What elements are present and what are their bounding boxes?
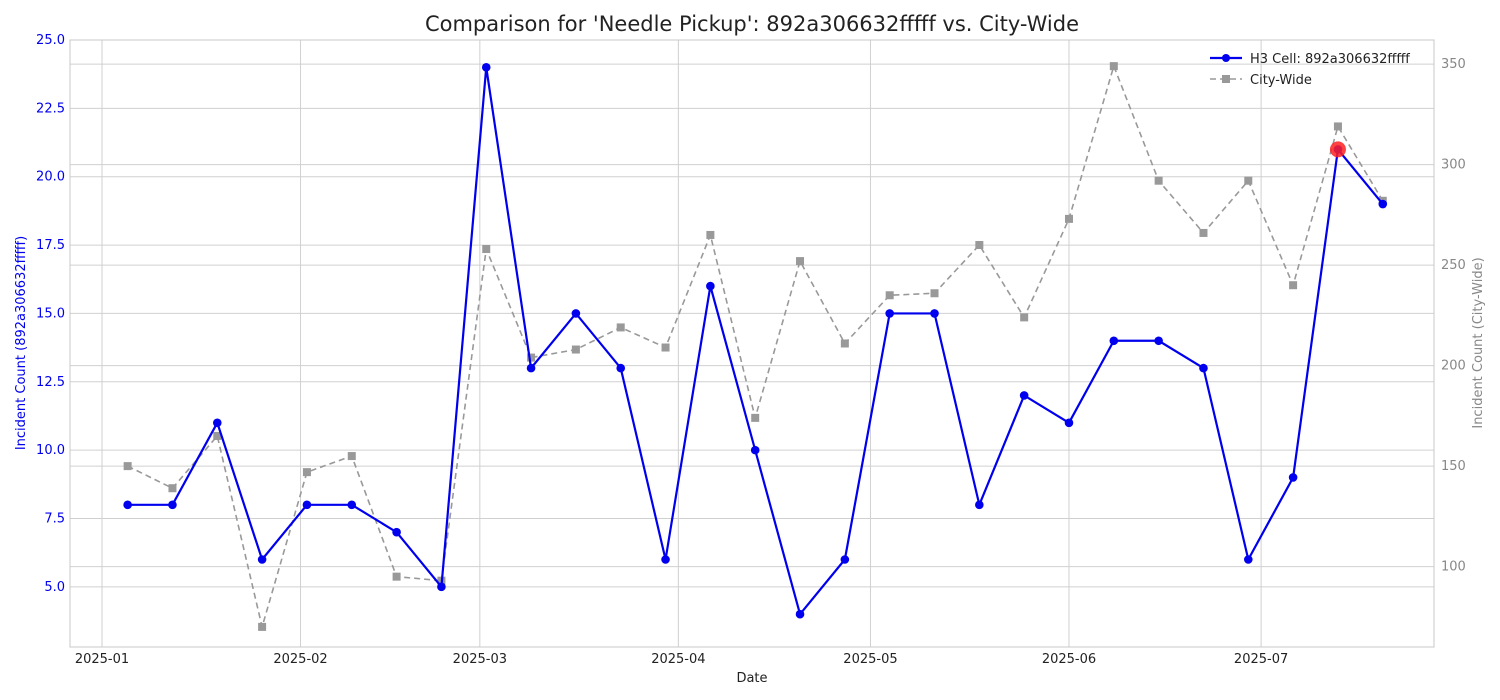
data-point-city-wide <box>1109 62 1118 71</box>
data-point-h3-cell <box>347 500 357 510</box>
series-line-h3-cell <box>127 67 1384 617</box>
data-point-h3-cell <box>392 527 401 537</box>
data-point-city-wide <box>616 323 625 332</box>
data-point-city-wide <box>1244 176 1253 185</box>
data-point-h3-cell <box>795 609 805 619</box>
data-point-city-wide <box>213 431 222 440</box>
data-point-city-wide <box>347 452 356 461</box>
data-point-city-wide <box>1020 313 1029 322</box>
data-point-h3-cell <box>1378 199 1388 209</box>
x-tick-label: 2025-05 <box>843 652 897 667</box>
x-tick-label: 2025-07 <box>1234 652 1288 667</box>
data-point-city-wide <box>123 462 132 471</box>
data-point-h3-cell <box>1019 391 1029 400</box>
left-tick-label: 20.0 <box>36 170 65 185</box>
left-tick-label: 5.0 <box>44 580 65 595</box>
data-point-h3-cell <box>168 500 177 510</box>
data-point-city-wide <box>1154 176 1163 185</box>
x-tick-label: 2025-03 <box>453 652 507 667</box>
data-point-h3-cell <box>302 500 312 510</box>
data-point-h3-cell <box>1243 555 1253 564</box>
data-point-city-wide <box>1064 214 1073 223</box>
legend-label-city-wide: City-Wide <box>1250 73 1312 88</box>
data-point-city-wide <box>885 291 894 300</box>
right-axis-label: Incident Count (City-Wide) <box>1471 257 1486 428</box>
right-tick-label: 300 <box>1441 158 1466 173</box>
right-tick-label: 100 <box>1441 560 1466 575</box>
data-point-city-wide <box>796 257 805 266</box>
chart-title: Comparison for 'Needle Pickup': 892a3066… <box>425 12 1079 36</box>
x-axis-label: Date <box>736 671 767 686</box>
data-point-city-wide <box>1199 228 1208 237</box>
data-point-city-wide <box>1333 122 1342 131</box>
data-point-city-wide <box>258 622 267 631</box>
left-tick-label: 12.5 <box>36 375 65 390</box>
legend-marker-h3-cell <box>1222 54 1230 62</box>
left-tick-label: 7.5 <box>44 511 65 526</box>
x-tick-label: 2025-01 <box>75 652 129 667</box>
x-tick-label: 2025-04 <box>651 652 705 667</box>
left-tick-label: 10.0 <box>36 443 65 458</box>
left-tick-label: 22.5 <box>36 101 65 116</box>
data-point-h3-cell <box>1064 418 1074 428</box>
highlight-marker <box>1329 141 1346 158</box>
data-point-h3-cell <box>437 582 446 592</box>
highlight-point <box>1329 141 1346 158</box>
legend-marker-city-wide <box>1222 75 1230 83</box>
data-point-city-wide <box>751 413 760 422</box>
legend-label-h3-cell: H3 Cell: 892a306632fffff <box>1250 52 1410 67</box>
right-axis-ticks: 100 150 200 250 300 350 <box>1441 57 1466 574</box>
data-point-h3-cell <box>975 500 984 510</box>
data-point-h3-cell <box>840 555 850 564</box>
data-point-city-wide <box>661 343 670 352</box>
data-point-h3-cell <box>1199 363 1208 373</box>
left-tick-label: 25.0 <box>36 33 65 48</box>
data-point-city-wide <box>302 468 311 477</box>
right-tick-label: 350 <box>1441 57 1466 72</box>
data-point-h3-cell <box>616 363 626 373</box>
data-point-city-wide <box>571 345 580 354</box>
data-point-city-wide <box>392 572 401 581</box>
x-tick-label: 2025-06 <box>1042 652 1096 667</box>
left-axis-ticks: 5.0 7.5 10.0 12.5 15.0 17.5 20.0 22.5 25.0 <box>36 33 65 595</box>
data-point-city-wide <box>527 353 536 362</box>
legend: H3 Cell: 892a306632fffff City-Wide <box>1210 52 1410 88</box>
data-point-city-wide <box>975 241 984 250</box>
data-point-h3-cell <box>661 555 670 564</box>
left-tick-label: 15.0 <box>36 306 65 321</box>
data-point-h3-cell <box>885 309 894 318</box>
data-point-h3-cell <box>1288 473 1298 482</box>
x-axis-ticks: 2025-01 2025-02 2025-03 2025-04 2025-05 2025-… <box>75 652 1288 667</box>
data-point-city-wide <box>168 484 177 493</box>
data-point-city-wide <box>840 339 849 348</box>
x-tick-label: 2025-02 <box>273 652 327 667</box>
data-point-h3-cell <box>481 63 491 72</box>
data-point-h3-cell <box>1154 336 1163 346</box>
data-point-h3-cell <box>930 309 939 318</box>
data-point-h3-cell <box>750 445 760 455</box>
data-point-h3-cell <box>526 363 536 373</box>
right-tick-label: 200 <box>1441 359 1466 374</box>
right-tick-label: 150 <box>1441 459 1466 474</box>
data-point-city-wide <box>482 245 491 254</box>
data-point-h3-cell <box>706 281 715 291</box>
data-point-city-wide <box>930 289 939 298</box>
plot-frame <box>69 39 1435 648</box>
data-point-city-wide <box>706 230 715 239</box>
series-h3-cell <box>123 63 1388 619</box>
data-point-h3-cell <box>123 500 132 510</box>
data-point-h3-cell <box>257 555 267 564</box>
left-tick-label: 17.5 <box>36 238 65 253</box>
right-tick-label: 250 <box>1441 258 1466 273</box>
data-point-h3-cell <box>212 418 222 428</box>
data-point-h3-cell <box>1109 336 1119 346</box>
series-line-city-wide <box>127 63 1384 631</box>
left-axis-label: Incident Count (892a306632fffff) <box>14 236 29 450</box>
grid <box>70 39 1434 647</box>
series-city-wide <box>123 62 1387 631</box>
data-point-h3-cell <box>571 309 581 318</box>
data-point-city-wide <box>1289 281 1298 290</box>
